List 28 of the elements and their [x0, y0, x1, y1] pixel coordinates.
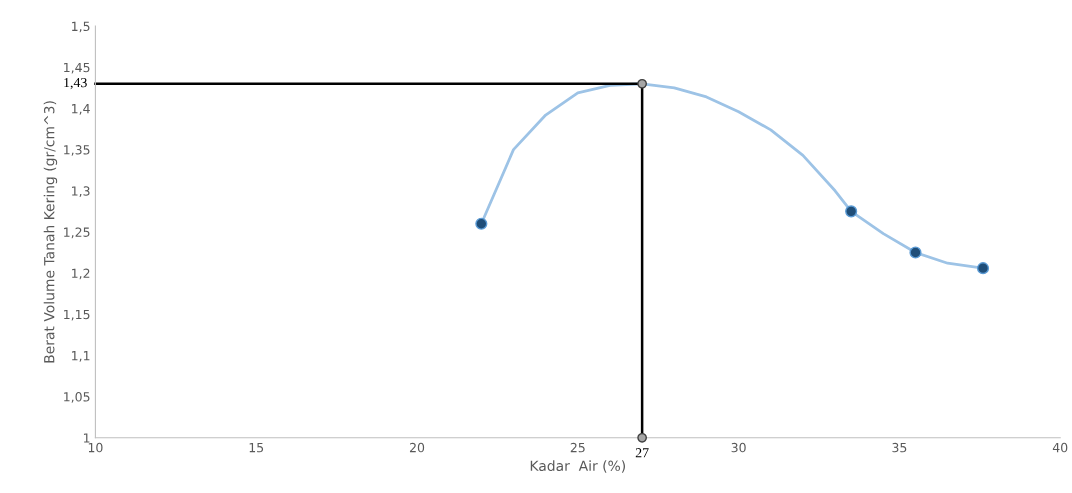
ref-line-label: 1,43 [64, 77, 87, 90]
point [976, 262, 990, 275]
point [637, 78, 647, 89]
y-tick-label: 1,3 [72, 186, 90, 197]
x-tick-label: 35 [892, 442, 907, 453]
y-tick-label: 1 [83, 433, 90, 443]
y-tick-label: 1,05 [64, 392, 90, 403]
x-tick-label: 10 [88, 442, 103, 453]
x-tick-label: 25 [570, 442, 585, 453]
y-tick-label: 1,15 [64, 309, 90, 321]
y-tick-label: 1,4 [72, 104, 90, 115]
x-tick-label: 15 [249, 443, 264, 453]
y-tick-label: 1,25 [64, 227, 90, 239]
point [909, 246, 922, 259]
x-tick-label: 30 [731, 442, 746, 453]
x-tick-label: 20 [409, 442, 425, 453]
y-tick-label: 1,45 [64, 62, 90, 74]
ref-line-label: 27 [635, 448, 649, 458]
point [845, 205, 858, 218]
y-tick-label: 1,2 [72, 268, 90, 280]
y-axis-title: Berat Volume Tanah Kering (gr/cm^3) [43, 101, 58, 363]
point [637, 432, 647, 443]
point [475, 217, 488, 230]
y-tick-label: 1,1 [72, 351, 90, 362]
x-tick-label: 40 [1052, 442, 1068, 453]
x-axis-title: Kadar Air (%) [530, 460, 625, 473]
y-tick-label: 1,35 [64, 145, 90, 156]
y-tick-label: 1,5 [72, 21, 90, 33]
